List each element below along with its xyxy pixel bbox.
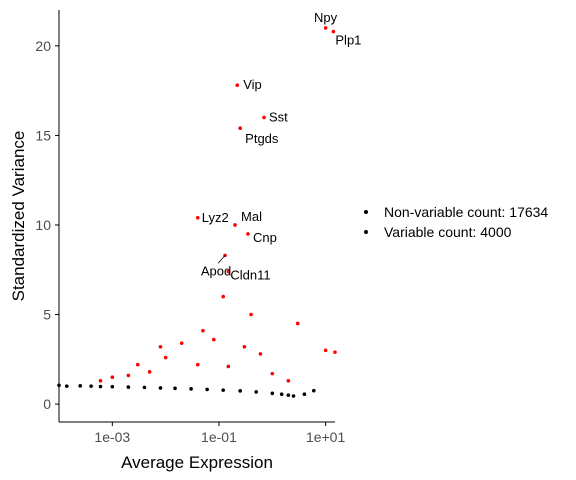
point-variable	[243, 345, 247, 349]
point-nonvariable	[111, 385, 115, 389]
gene-label: Plp1	[335, 32, 361, 47]
y-ticks: 0 5 10 15 20	[35, 38, 59, 412]
legend: Non-variable count: 17634 Variable count…	[364, 204, 548, 240]
point-variable	[148, 370, 152, 374]
gene-label: Cldn11	[230, 268, 270, 283]
point-variable	[296, 322, 300, 326]
point-variable	[246, 232, 250, 236]
y-tick-label: 10	[35, 217, 51, 233]
point-variable	[201, 329, 205, 333]
legend-key-variable	[364, 230, 368, 234]
point-variable	[212, 338, 216, 342]
point-nonvariable	[303, 392, 307, 396]
point-nonvariable	[99, 385, 103, 389]
point-variable	[270, 372, 274, 376]
point-variable	[196, 216, 200, 220]
point-nonvariable	[254, 390, 258, 394]
y-tick-label: 5	[43, 307, 51, 323]
point-variable	[136, 363, 140, 367]
gene-label: Lyz2	[202, 210, 229, 225]
legend-key-nonvariable	[364, 210, 368, 214]
y-tick-label: 20	[35, 38, 51, 54]
point-variable	[235, 83, 239, 87]
point-nonvariable	[173, 387, 177, 391]
point-nonvariable	[292, 394, 296, 398]
point-variable	[233, 223, 237, 227]
gene-label: Mal	[241, 209, 262, 224]
point-nonvariable	[280, 392, 284, 396]
point-variable	[111, 375, 115, 379]
point-nonvariable	[127, 385, 131, 389]
point-variable	[259, 352, 263, 356]
point-nonvariable	[57, 383, 61, 387]
point-variable	[196, 363, 200, 367]
x-tick-label: 1e-03	[94, 429, 130, 445]
x-tick-label: 1e-01	[201, 429, 237, 445]
gene-label: Sst	[269, 109, 288, 124]
point-nonvariable	[270, 392, 274, 396]
legend-label-variable: Variable count: 4000	[384, 224, 512, 240]
point-variable	[221, 295, 225, 299]
point-variable	[238, 126, 242, 130]
point-nonvariable	[65, 384, 69, 388]
point-nonvariable	[159, 386, 163, 390]
y-tick-label: 15	[35, 127, 51, 143]
point-nonvariable	[221, 388, 225, 392]
gene-label: Apod	[201, 263, 231, 278]
point-variable	[159, 345, 163, 349]
point-nonvariable	[89, 384, 93, 388]
gene-label: Vip	[243, 77, 262, 92]
point-variable	[99, 379, 103, 383]
y-tick-label: 0	[43, 396, 51, 412]
point-nonvariable	[287, 393, 291, 397]
point-variable	[164, 356, 168, 360]
point-nonvariable	[78, 384, 82, 388]
point-variable	[324, 26, 328, 30]
point-nonvariable	[205, 388, 209, 392]
point-variable	[227, 365, 231, 369]
gene-label: Npy	[314, 10, 338, 25]
y-axis-title: Standardized Variance	[9, 131, 28, 302]
x-tick-label: 1e+01	[306, 429, 346, 445]
point-nonvariable	[312, 389, 316, 393]
point-variable	[287, 379, 291, 383]
point-nonvariable	[189, 387, 193, 391]
x-ticks: 1e-03 1e-01 1e+01	[94, 422, 345, 445]
label-connector	[218, 255, 225, 263]
legend-label-nonvariable: Non-variable count: 17634	[384, 204, 548, 220]
gene-label: Ptgds	[245, 131, 279, 146]
point-nonvariable	[143, 386, 147, 390]
point-variable	[333, 350, 337, 354]
point-variable	[180, 341, 184, 345]
point-variable	[262, 116, 266, 120]
x-axis-title: Average Expression	[121, 453, 273, 472]
gene-label: Cnp	[253, 230, 277, 245]
point-nonvariable	[238, 389, 242, 393]
point-variable	[127, 374, 131, 378]
point-variable	[249, 313, 253, 317]
data-points	[57, 26, 337, 398]
point-variable	[324, 349, 328, 353]
